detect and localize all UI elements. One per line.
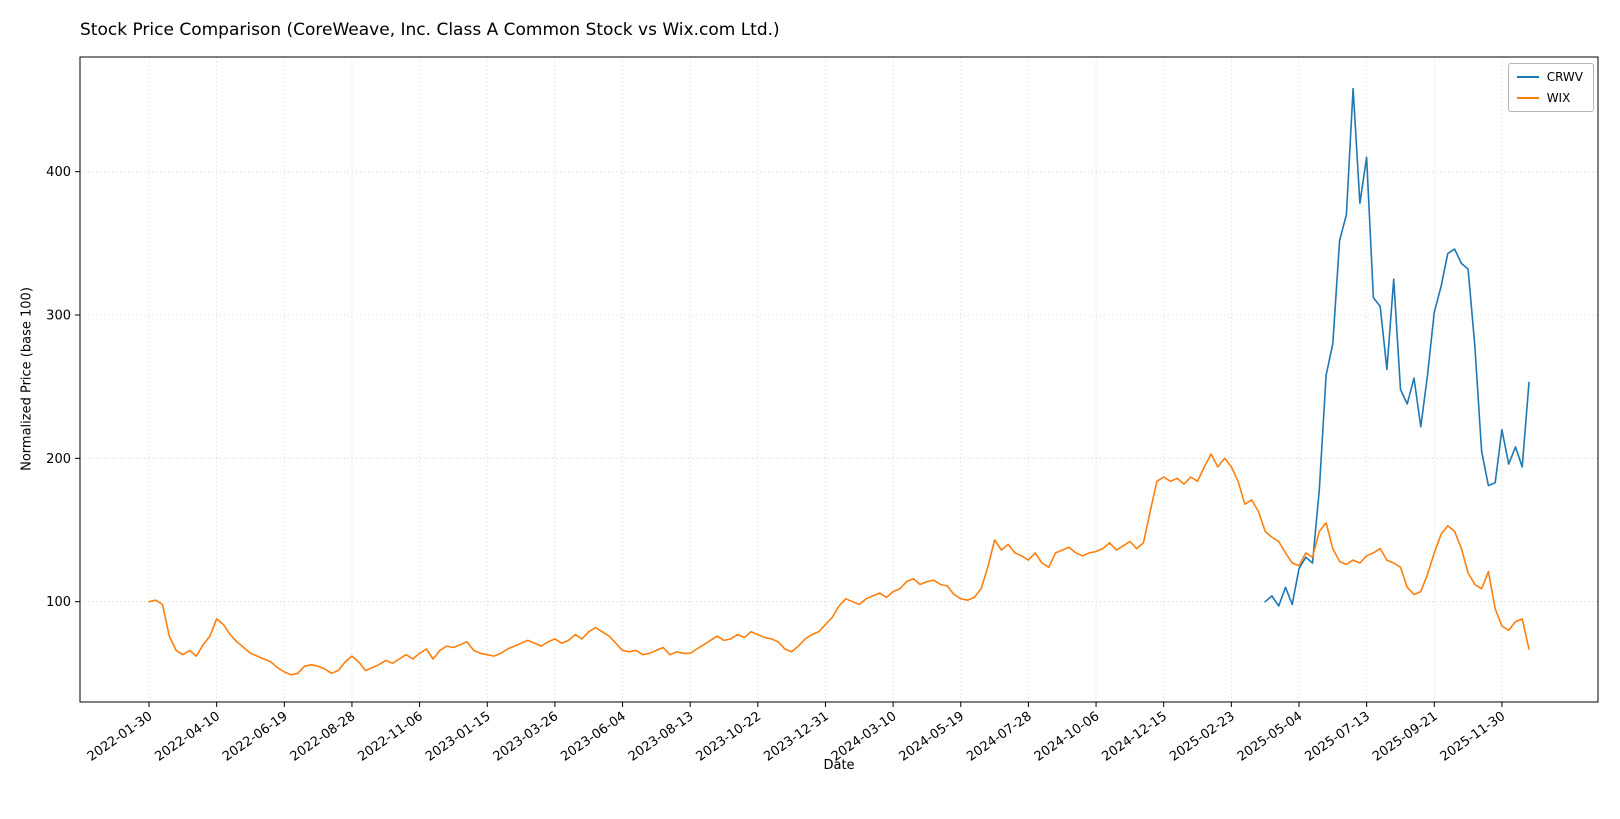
legend-label-wix: WIX — [1546, 91, 1571, 105]
x-tick-label: 2023-01-15 — [423, 709, 494, 765]
y-tick-label: 300 — [46, 309, 71, 324]
series-line-wix — [148, 453, 1530, 676]
x-tick-label: 2025-05-04 — [1235, 709, 1306, 765]
legend-item-wix: WIX — [1516, 91, 1583, 105]
x-tick-label: 2023-08-13 — [626, 709, 697, 765]
x-tick-label: 2022-11-06 — [355, 709, 426, 765]
x-tick-label: 2024-07-28 — [964, 709, 1035, 765]
legend-item-crwv: CRWV — [1516, 70, 1583, 84]
x-tick-label: 2022-01-30 — [85, 709, 156, 765]
chart-title: Stock Price Comparison (CoreWeave, Inc. … — [80, 20, 780, 40]
x-tick-label: 2023-03-26 — [491, 709, 562, 765]
x-axis-label: Date — [823, 758, 855, 773]
legend-swatch-wix — [1516, 97, 1539, 99]
x-tick-label: 2024-03-10 — [829, 709, 900, 765]
x-tick-label: 2025-02-23 — [1167, 709, 1238, 765]
x-tick-label: 2022-08-28 — [288, 709, 359, 765]
series-line-crwv — [1264, 87, 1530, 607]
x-tick-label: 2022-06-19 — [220, 709, 291, 765]
legend-swatch-crwv — [1516, 76, 1539, 78]
y-tick-label: 200 — [46, 452, 71, 467]
x-tick-label: 2025-07-13 — [1302, 709, 1373, 765]
x-tick-label: 2022-04-10 — [152, 709, 223, 765]
x-tick-label: 2024-05-19 — [897, 709, 968, 765]
x-tick-label: 2023-10-22 — [694, 709, 765, 765]
x-tick-label: 2023-06-04 — [558, 709, 629, 765]
legend: CRWV WIX — [1507, 63, 1594, 112]
y-axis-label: Normalized Price (base 100) — [19, 287, 35, 471]
axes-frame — [79, 56, 1599, 703]
x-tick-label: 2023-12-31 — [761, 709, 832, 765]
x-tick-label: 2025-09-21 — [1370, 709, 1441, 765]
x-tick-label: 2025-11-30 — [1438, 709, 1509, 765]
x-tick-label: 2024-10-06 — [1032, 709, 1103, 765]
y-tick-label: 400 — [46, 165, 71, 180]
y-tick-label: 100 — [46, 595, 71, 610]
legend-label-crwv: CRWV — [1546, 70, 1583, 84]
x-tick-label: 2024-12-15 — [1099, 709, 1170, 765]
